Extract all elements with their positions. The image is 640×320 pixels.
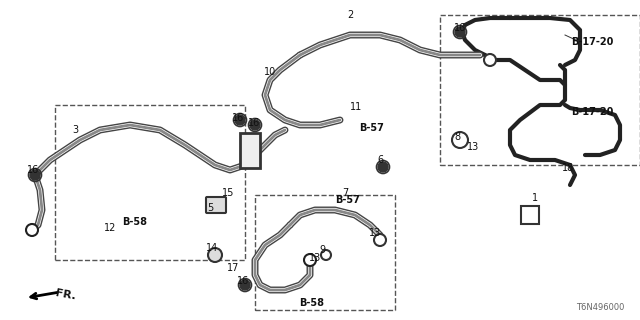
Text: 3: 3 <box>72 125 78 135</box>
Text: B-57: B-57 <box>335 195 360 205</box>
Text: 16: 16 <box>27 165 39 175</box>
Text: 9: 9 <box>319 245 325 255</box>
Bar <box>240 133 260 168</box>
Text: 8: 8 <box>454 132 460 142</box>
Text: 16: 16 <box>248 118 260 128</box>
Text: 13: 13 <box>467 142 479 152</box>
FancyBboxPatch shape <box>206 197 226 213</box>
Text: 5: 5 <box>207 203 213 213</box>
Circle shape <box>240 280 250 290</box>
Text: 16: 16 <box>237 276 249 286</box>
Text: 18: 18 <box>562 163 574 173</box>
Circle shape <box>304 254 316 266</box>
Text: FR.: FR. <box>55 288 77 302</box>
Text: B-57: B-57 <box>360 123 385 133</box>
Text: B-17-20: B-17-20 <box>571 37 613 47</box>
Text: B-58: B-58 <box>122 217 147 227</box>
Circle shape <box>26 224 38 236</box>
Text: 16: 16 <box>454 23 466 33</box>
Bar <box>440 15 640 165</box>
Text: 13: 13 <box>369 228 381 238</box>
Text: 13: 13 <box>309 253 321 263</box>
Text: 10: 10 <box>264 67 276 77</box>
Text: 17: 17 <box>227 263 239 273</box>
Text: 7: 7 <box>342 188 348 198</box>
Circle shape <box>484 54 496 66</box>
Text: 2: 2 <box>347 10 353 20</box>
Text: 11: 11 <box>350 102 362 112</box>
Circle shape <box>452 132 468 148</box>
Text: 16: 16 <box>232 113 244 123</box>
Bar <box>255 195 395 310</box>
Text: 1: 1 <box>532 193 538 203</box>
Circle shape <box>235 115 245 125</box>
Text: T6N496000: T6N496000 <box>576 303 624 313</box>
Text: 6: 6 <box>377 155 383 165</box>
Circle shape <box>208 248 222 262</box>
Circle shape <box>455 27 465 37</box>
Circle shape <box>250 120 260 130</box>
Circle shape <box>30 170 40 180</box>
Text: 14: 14 <box>206 243 218 253</box>
Text: B-58: B-58 <box>300 298 324 308</box>
Bar <box>521 206 539 224</box>
Text: B-17-20: B-17-20 <box>571 107 613 117</box>
Bar <box>55 105 245 260</box>
Text: 15: 15 <box>222 188 234 198</box>
Circle shape <box>321 250 331 260</box>
Text: 12: 12 <box>104 223 116 233</box>
Circle shape <box>374 234 386 246</box>
Circle shape <box>378 162 388 172</box>
